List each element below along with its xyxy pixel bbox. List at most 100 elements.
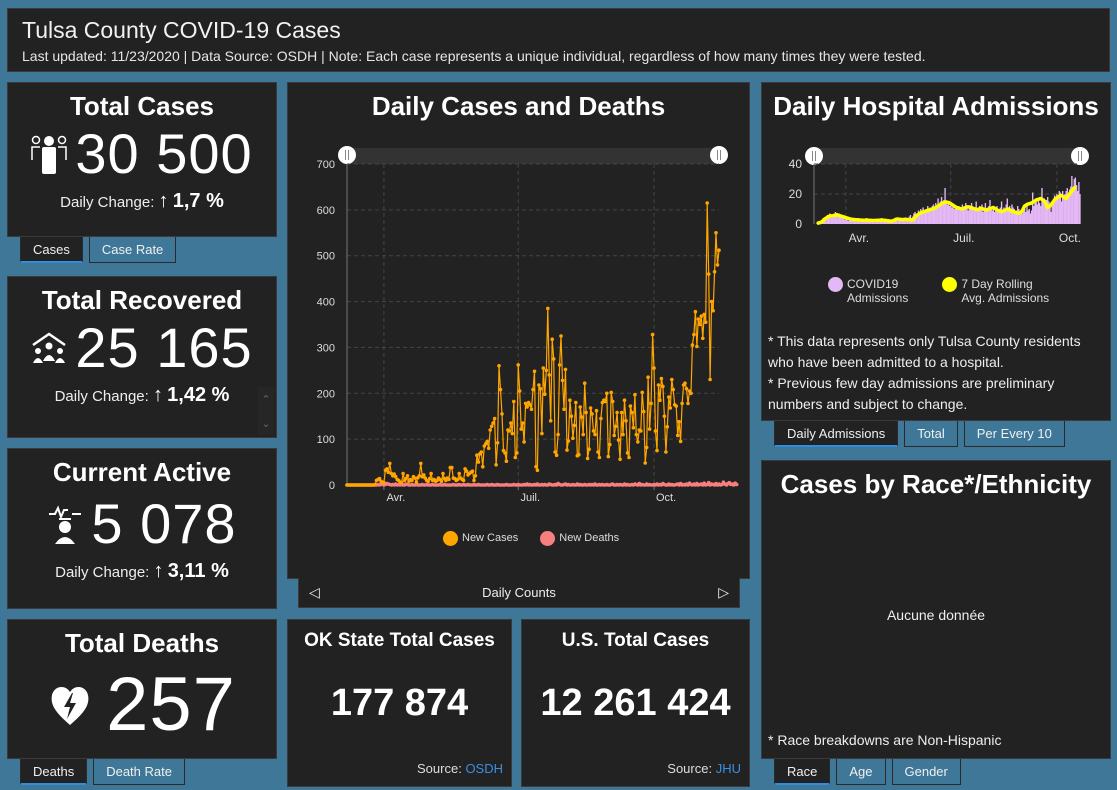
- new-cases-point: [652, 366, 656, 370]
- previous-arrow-icon[interactable]: ◁: [309, 584, 320, 600]
- admissions-bar: [848, 219, 850, 224]
- admissions-bar: [965, 203, 967, 224]
- tab-age[interactable]: Age: [836, 759, 886, 785]
- hospital-admissions-card: Daily Hospital Admissions 0 20 40 Avr. Juil.…: [761, 82, 1111, 421]
- admissions-bar: [972, 206, 974, 224]
- admissions-bar: [1041, 188, 1043, 224]
- new-cases-point: [529, 407, 534, 412]
- new-cases-point: [382, 480, 386, 485]
- new-cases-point: [680, 401, 684, 406]
- new-cases-point: [698, 322, 702, 327]
- scroll-up-icon[interactable]: ⌃: [261, 393, 271, 406]
- hospital-notes: * This data represents only Tulsa County…: [762, 331, 1107, 415]
- admissions-bar: [952, 204, 954, 224]
- admissions-bar: [867, 221, 869, 224]
- new-cases-point: [392, 472, 396, 476]
- new-cases-point: [519, 427, 523, 431]
- tab-cases[interactable]: Cases: [20, 237, 83, 263]
- arrow-up-icon: ↑: [152, 384, 163, 406]
- new-cases-point: [401, 471, 405, 476]
- house-family-icon: [31, 328, 67, 368]
- legend-covid19-admissions[interactable]: COVID19 Admissions: [828, 277, 908, 305]
- tab-deaths[interactable]: Deaths: [20, 759, 88, 785]
- next-arrow-icon[interactable]: ▷: [718, 584, 729, 600]
- tab-per-every-10[interactable]: Per Every 10: [963, 421, 1065, 447]
- new-cases-point: [579, 415, 584, 419]
- new-cases-point: [520, 421, 525, 425]
- legend-label-line1: COVID19: [847, 277, 899, 291]
- tab-case-rate[interactable]: Case Rate: [88, 237, 177, 263]
- new-cases-point: [560, 378, 565, 383]
- admissions-bar: [999, 207, 1002, 224]
- new-cases-point: [571, 436, 575, 441]
- new-cases-point: [655, 448, 659, 453]
- daily-chart-legend: New Cases New Deaths: [443, 531, 619, 546]
- new-cases-point: [492, 416, 497, 421]
- new-cases-point: [554, 453, 559, 458]
- total-recovered-value: 25 165: [75, 316, 253, 379]
- admissions-bar: [990, 207, 992, 224]
- admissions-bar: [852, 221, 854, 224]
- total-cases-title: Total Cases: [69, 91, 214, 121]
- new-cases-point: [708, 377, 712, 382]
- admissions-bar: [981, 204, 983, 224]
- new-cases-point: [495, 441, 500, 445]
- new-cases-point: [450, 465, 454, 470]
- admissions-bar: [1060, 201, 1063, 224]
- new-cases-point: [537, 383, 541, 387]
- new-cases-point: [419, 461, 423, 466]
- admissions-bar: [838, 213, 840, 224]
- us-total-title: U.S. Total Cases: [561, 630, 710, 651]
- hospital-admissions-title: Daily Hospital Admissions: [773, 91, 1099, 121]
- admissions-bar: [845, 218, 847, 224]
- legend-rolling-avg[interactable]: 7 Day Rolling Avg. Admissions: [942, 277, 1049, 305]
- range-slider-start-handle[interactable]: [338, 146, 356, 164]
- admissions-bar: [1074, 177, 1077, 224]
- admissions-bar: [1014, 212, 1017, 224]
- admissions-bar: [920, 209, 922, 224]
- legend-new-cases[interactable]: New Cases: [443, 531, 518, 546]
- admissions-bar: [1062, 191, 1064, 224]
- range-slider-start-handle[interactable]: [805, 147, 823, 165]
- new-cases-point: [618, 457, 622, 462]
- new-cases-point: [540, 431, 544, 436]
- new-cases-point: [671, 387, 675, 392]
- scroll-down-icon[interactable]: ⌄: [261, 417, 271, 430]
- admissions-bar: [839, 215, 841, 224]
- new-cases-point: [475, 453, 479, 458]
- tab-race[interactable]: Race: [774, 759, 831, 785]
- range-slider-end-handle[interactable]: [710, 146, 728, 164]
- new-cases-point: [622, 398, 627, 403]
- new-cases-point: [634, 432, 639, 437]
- admissions-bar: [1065, 191, 1067, 224]
- admissions-bar: [987, 210, 989, 224]
- admissions-bar: [938, 204, 940, 224]
- admissions-bar: [853, 219, 855, 224]
- hospital-admissions-chart: 0 20 40 Avr. Juil. Oct.: [789, 147, 1089, 245]
- tab-total[interactable]: Total: [904, 421, 958, 447]
- new-cases-point: [653, 429, 658, 433]
- range-slider-end-handle[interactable]: [1071, 147, 1089, 165]
- tab-daily-admissions[interactable]: Daily Admissions: [774, 421, 899, 447]
- y-tick-label: 400: [317, 297, 335, 309]
- new-cases-point: [668, 406, 673, 410]
- new-cases-point: [546, 306, 550, 311]
- new-cases-point: [624, 419, 628, 423]
- admissions-bar: [1034, 203, 1036, 224]
- new-cases-point: [373, 483, 377, 487]
- admissions-bar: [877, 221, 879, 224]
- new-cases-point: [426, 479, 430, 484]
- admissions-bar: [934, 207, 936, 224]
- legend-new-deaths[interactable]: New Deaths: [540, 531, 619, 546]
- new-cases-point: [581, 432, 585, 437]
- tab-gender[interactable]: Gender: [891, 759, 961, 785]
- admissions-bar: [1012, 207, 1014, 224]
- admissions-bar: [1045, 200, 1048, 224]
- source-link-osdh[interactable]: OSDH: [465, 761, 503, 776]
- admissions-bar: [837, 216, 839, 224]
- source-link-jhu[interactable]: JHU: [715, 761, 741, 776]
- admissions-bar: [1068, 189, 1071, 224]
- new-cases-point: [566, 439, 571, 443]
- tab-death-rate[interactable]: Death Rate: [93, 759, 185, 785]
- admissions-bar: [959, 210, 961, 224]
